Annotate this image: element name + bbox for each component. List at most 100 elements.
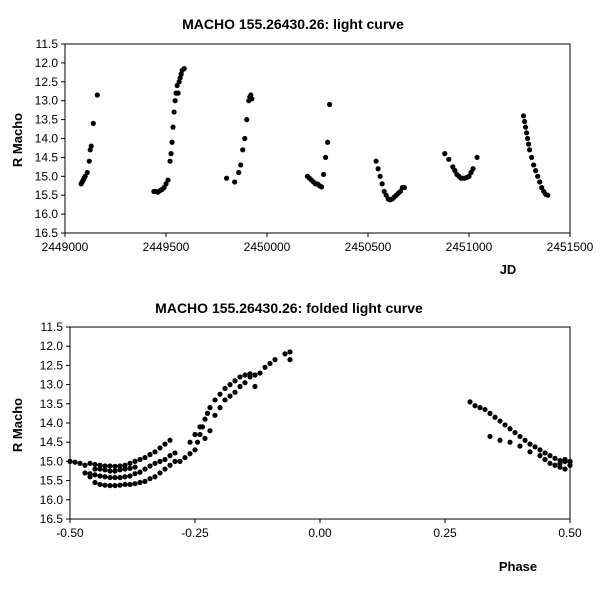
data-point — [127, 460, 133, 466]
data-point — [168, 151, 174, 157]
data-point — [77, 460, 83, 466]
data-point — [532, 444, 538, 450]
x-axis-label: JD — [500, 262, 517, 277]
data-point — [227, 393, 233, 399]
data-point — [162, 466, 168, 472]
y-tick-label: 12.0 — [40, 339, 64, 353]
data-point — [377, 173, 383, 179]
data-point — [525, 141, 532, 147]
data-point — [117, 463, 123, 469]
data-point — [325, 139, 331, 145]
data-point — [497, 437, 503, 443]
data-point — [194, 439, 201, 445]
x-tick-label: 0.25 — [433, 526, 457, 540]
y-tick-label: 15.0 — [40, 454, 64, 468]
data-point — [207, 428, 213, 434]
y-tick-label: 16.0 — [40, 493, 64, 507]
data-point — [171, 109, 177, 115]
y-tick-label: 16.5 — [40, 512, 64, 526]
data-point — [467, 399, 473, 405]
data-point — [542, 450, 548, 456]
data-point — [137, 469, 143, 475]
data-point — [122, 462, 128, 468]
data-point — [162, 441, 168, 447]
data-point — [217, 391, 223, 397]
data-point — [527, 147, 533, 153]
y-tick-label: 14.5 — [40, 435, 64, 449]
data-point — [87, 471, 93, 477]
data-point — [375, 166, 381, 172]
y-tick-label: 12.0 — [35, 56, 59, 70]
data-point — [477, 405, 483, 411]
plot-area — [64, 43, 571, 234]
data-point — [132, 458, 138, 464]
data-point — [187, 439, 193, 445]
data-point — [472, 403, 478, 409]
data-point — [117, 482, 123, 488]
data-point — [237, 383, 243, 390]
data-point — [142, 478, 148, 484]
y-tick-label: 13.5 — [40, 397, 64, 411]
data-point — [244, 117, 250, 123]
data-point — [379, 181, 385, 187]
data-point — [107, 482, 113, 489]
data-point — [247, 374, 253, 380]
data-point — [147, 463, 153, 469]
y-tick-label: 13.0 — [40, 378, 64, 392]
data-point — [92, 466, 98, 472]
data-point — [147, 476, 153, 482]
data-point — [242, 380, 248, 386]
data-point — [547, 460, 553, 466]
data-point — [521, 118, 528, 125]
data-point — [567, 462, 573, 468]
data-point — [137, 456, 143, 463]
x-tick-label: 2451000 — [446, 240, 493, 254]
y-tick-label: 13.5 — [35, 113, 59, 127]
y-axis-label: R Macho — [10, 113, 25, 167]
data-point — [373, 158, 379, 164]
data-point — [520, 113, 527, 119]
data-point — [102, 467, 108, 473]
data-point — [252, 383, 258, 390]
data-point — [137, 479, 143, 486]
data-point — [267, 360, 273, 367]
data-point — [192, 431, 198, 438]
data-point — [72, 459, 78, 465]
y-tick-label: 15.5 — [35, 188, 59, 202]
data-point — [262, 364, 268, 370]
x-tick-label: 2450000 — [244, 240, 291, 254]
data-point — [167, 437, 173, 443]
data-point — [97, 481, 103, 488]
data-point — [287, 349, 293, 355]
x-tick-label: 2449500 — [143, 240, 190, 254]
data-point — [132, 464, 138, 470]
chart-title: MACHO 155.26430.26: folded light curve — [155, 300, 423, 316]
data-point — [242, 372, 248, 378]
x-tick-label: 2449000 — [42, 240, 89, 254]
data-point — [157, 458, 163, 464]
data-point — [287, 357, 293, 363]
data-point — [318, 184, 325, 190]
data-point — [67, 458, 73, 464]
data-point — [232, 389, 238, 395]
data-point — [147, 451, 153, 458]
data-point — [102, 474, 108, 480]
data-point — [132, 471, 138, 477]
data-point — [474, 154, 480, 160]
data-point — [552, 462, 558, 468]
data-point — [92, 472, 98, 478]
data-point — [502, 422, 508, 428]
data-point — [90, 120, 96, 126]
data-point — [112, 468, 118, 474]
y-tick-label: 14.0 — [35, 132, 59, 146]
data-point — [401, 185, 407, 191]
data-point — [522, 124, 529, 130]
folded-light-curve-chart: MACHO 155.26430.26: folded light curve R… — [10, 300, 582, 574]
data-point — [157, 445, 163, 451]
data-point — [222, 385, 228, 392]
data-point — [217, 405, 223, 411]
data-point — [152, 449, 158, 455]
data-point — [537, 447, 543, 453]
data-point — [181, 65, 187, 72]
